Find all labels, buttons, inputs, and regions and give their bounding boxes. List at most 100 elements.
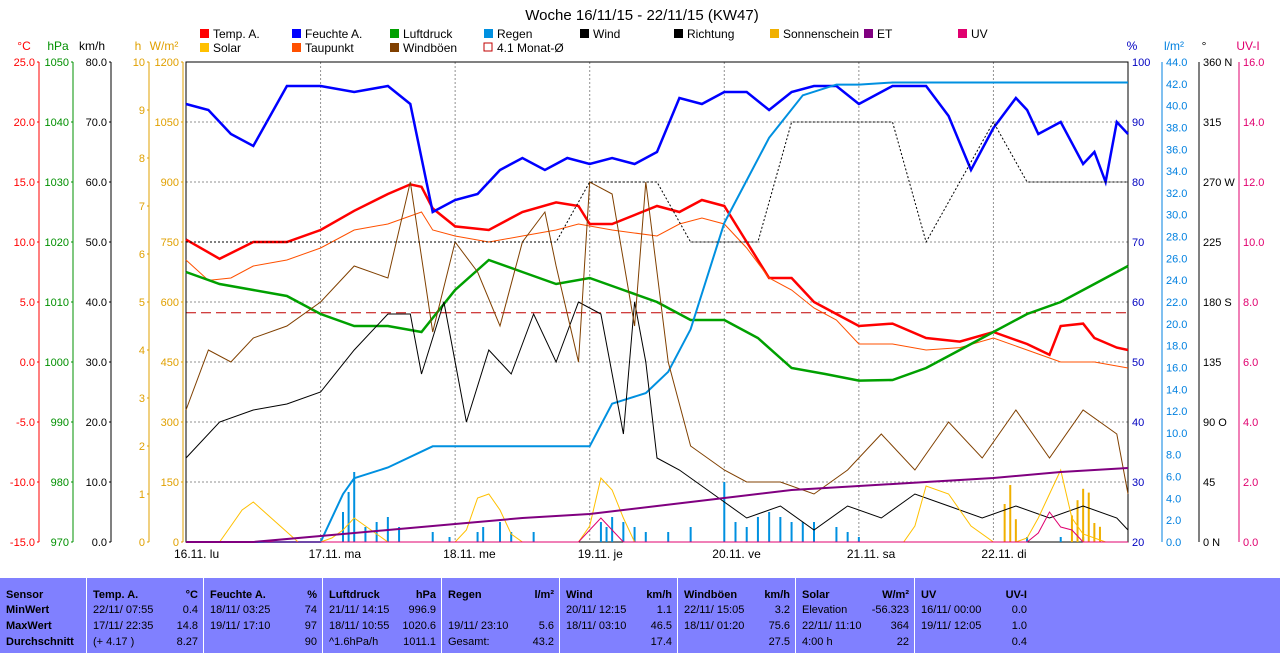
stats-uv-min-time: 16/11/ 00:00 — [921, 604, 982, 616]
x-tick-label: 17.11. ma — [309, 547, 362, 561]
rain-bar — [605, 527, 608, 542]
chart-background — [0, 0, 1280, 578]
stats-pressure-max-time: 18/11/ 10:55 — [329, 620, 390, 632]
stats-temp-avg-note: (+ 4.17 ) — [93, 636, 135, 648]
right-axis-tick: 44.0 — [1166, 57, 1187, 69]
left-axis-tick: 1020 — [45, 237, 69, 249]
left-axis-tick: -5.0 — [16, 417, 35, 429]
stats-humidity-min-time: 18/11/ 03:25 — [210, 604, 271, 616]
left-axis-tick: 1030 — [45, 177, 69, 189]
legend-swatch — [864, 29, 873, 38]
right-axis-tick: 45 — [1203, 477, 1215, 489]
stats-gust-unit: km/h — [764, 589, 790, 601]
axes: °C25.020.015.010.05.00.0-5.0-10.0-15.0hP… — [10, 39, 1265, 549]
stats-temp-min-val: 0.4 — [182, 604, 198, 616]
rain-bar — [768, 512, 771, 542]
left-axis-tick: 1000 — [45, 357, 69, 369]
left-axis-unit: km/h — [79, 39, 105, 53]
stats-temp-unit: °C — [185, 589, 198, 601]
left-axis-tick: 1 — [139, 489, 145, 501]
stats-panel: Sensor MinWert MaxWert Durchschnitt Temp… — [0, 578, 1280, 653]
stats-col-sensor: Sensor MinWert MaxWert Durchschnitt — [0, 578, 86, 653]
left-axis-tick: 70.0 — [86, 117, 107, 129]
stats-solar-max-val: 364 — [890, 620, 909, 632]
right-axis-tick: 2.0 — [1243, 477, 1258, 489]
rain-bar — [353, 472, 356, 542]
legend-swatch — [770, 29, 779, 38]
legend-swatch — [958, 29, 967, 38]
stats-pressure-max-val: 1020.6 — [402, 620, 436, 632]
stats-pressure-avg-val: 1011.1 — [403, 636, 436, 648]
right-axis-tick: 0.0 — [1243, 537, 1258, 549]
stats-gust-max-time: 18/11/ 01:20 — [684, 620, 745, 632]
legend-label: Windböen — [403, 41, 457, 55]
series-line — [186, 81, 1128, 543]
sunshine-bar — [1093, 523, 1096, 542]
rain-bar — [689, 527, 692, 542]
legend-swatch — [580, 29, 589, 38]
stats-humidity-max-time: 19/11/ 17:10 — [210, 620, 271, 632]
left-axis-tick: 5 — [139, 297, 145, 309]
x-tick-label: 21.11. sa — [847, 547, 896, 561]
x-tick-label: 16.11. lu — [174, 547, 219, 561]
left-axis-tick: 7 — [139, 201, 145, 213]
rain-bar — [364, 527, 367, 542]
rain-bar — [644, 532, 647, 542]
right-axis-tick: 50 — [1132, 357, 1144, 369]
left-axis-tick: 10.0 — [86, 477, 107, 489]
left-axis-tick: 20.0 — [14, 117, 35, 129]
right-axis-tick: 100 — [1132, 57, 1150, 69]
stats-humidity-avg-val: 90 — [304, 636, 317, 648]
right-axis-tick: 4.0 — [1243, 417, 1258, 429]
left-axis-tick: 900 — [161, 177, 179, 189]
right-axis-tick: 70 — [1132, 237, 1144, 249]
rain-bar — [857, 537, 860, 542]
right-axis-tick: 270 W — [1203, 177, 1235, 189]
left-axis-tick: 1040 — [45, 117, 69, 129]
stats-temp-min-time: 22/11/ 07:55 — [93, 604, 154, 616]
left-axis-tick: 150 — [161, 477, 179, 489]
rain-bar — [347, 492, 350, 542]
sunshine-bar — [1003, 504, 1006, 542]
rain-bar — [745, 527, 748, 542]
legend-label: Wind — [593, 27, 620, 41]
series-line — [185, 181, 1129, 495]
right-axis-tick: 135 — [1203, 357, 1221, 369]
stats-col-humidity: Feuchte A.% 18/11/ 03:25 74 19/11/ 17:10 9… — [203, 578, 323, 653]
left-axis-tick: 10 — [133, 57, 145, 69]
rain-bars — [342, 472, 1101, 542]
right-axis-tick: 12.0 — [1166, 406, 1187, 418]
stats-wind-min-time: 20/11/ 12:15 — [566, 604, 627, 616]
stats-gust-min-time: 22/11/ 15:05 — [684, 604, 745, 616]
rain-bar — [723, 482, 726, 542]
right-axis-tick: 0 N — [1203, 537, 1220, 549]
stats-gust-max-val: 75.6 — [768, 620, 790, 632]
legend-label: 4.1 Monat-Ø — [497, 41, 564, 55]
legend-label: Solar — [213, 41, 241, 55]
x-tick-label: 20.11. ve — [712, 547, 761, 561]
left-axis-tick: 60.0 — [86, 177, 107, 189]
left-axis-unit: W/m² — [150, 39, 179, 53]
left-axis-tick: -10.0 — [10, 477, 35, 489]
legend-label: Regen — [497, 27, 532, 41]
legend-label: Feuchte A. — [305, 27, 362, 41]
legend-swatch — [674, 29, 683, 38]
right-axis-tick: 24.0 — [1166, 275, 1187, 287]
legend: Temp. A. Feuchte A. Luftdruck Regen Wind Rich… — [200, 27, 988, 55]
left-axis-tick: 5.0 — [20, 297, 35, 309]
right-axis-tick: 30 — [1132, 477, 1144, 489]
right-axis-tick: 18.0 — [1166, 341, 1187, 353]
x-tick-label: 19.11. je — [578, 547, 623, 561]
left-axis-tick: 980 — [51, 477, 69, 489]
right-axis-tick: 90 — [1132, 117, 1144, 129]
legend-swatch — [484, 29, 493, 38]
rain-bar — [499, 522, 501, 542]
stats-pressure-min-val: 996.9 — [408, 604, 436, 616]
left-axis-tick: 990 — [51, 417, 69, 429]
stats-gust-min-val: 3.2 — [774, 604, 790, 616]
rain-bar — [633, 527, 636, 542]
right-axis-tick: 6.0 — [1166, 472, 1181, 484]
stats-sensor-title: Sensor — [6, 589, 44, 601]
left-axis-tick: 600 — [161, 297, 179, 309]
stats-max-label: MaxWert — [6, 620, 52, 632]
